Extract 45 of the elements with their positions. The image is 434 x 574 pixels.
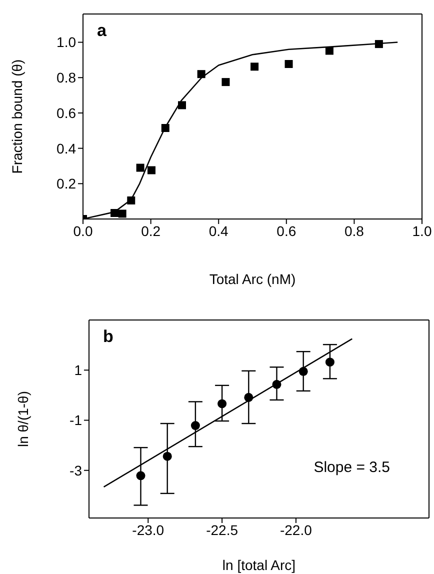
x-tick-label: -22.5 xyxy=(206,522,238,538)
point xyxy=(272,380,282,389)
point xyxy=(244,392,254,402)
point xyxy=(325,46,334,55)
y-axis-title: Fraction bound (θ) xyxy=(8,59,25,174)
x-tick-label: 0.2 xyxy=(141,222,161,239)
x-tick-label: 1.0 xyxy=(412,222,432,239)
x-axis-title: ln [total Arc] xyxy=(222,557,296,573)
point xyxy=(374,40,383,48)
annotation: a xyxy=(97,21,106,41)
x-tick-label: -23.0 xyxy=(132,522,164,538)
x-tick-label: 0.4 xyxy=(208,222,229,239)
y-tick-label: 0.8 xyxy=(56,70,76,86)
x-tick-label: -22.0 xyxy=(280,522,312,538)
y-tick-label: 0.2 xyxy=(56,176,76,192)
point xyxy=(110,208,119,217)
y-tick-label: 1 xyxy=(74,362,82,378)
y-tick-label: 0.4 xyxy=(56,140,76,156)
point xyxy=(197,70,206,78)
x-tick-label: 0.8 xyxy=(344,222,364,239)
y-tick-label: -1 xyxy=(70,412,82,428)
annotation: b xyxy=(103,327,114,347)
point xyxy=(222,78,230,86)
point xyxy=(118,210,126,218)
point xyxy=(190,421,200,430)
y-tick-label: -3 xyxy=(70,462,82,478)
point xyxy=(136,164,144,172)
x-tick-label: 0.6 xyxy=(276,222,296,239)
y-axis-title: ln θ/(1-θ) xyxy=(14,390,31,448)
x-tick-label: 0.0 xyxy=(73,222,93,239)
y-tick-label: 0.6 xyxy=(56,104,76,121)
point xyxy=(147,166,156,174)
point xyxy=(325,358,334,367)
point xyxy=(162,452,172,461)
point xyxy=(284,60,293,68)
annotation: Slope = 3.5 xyxy=(314,459,390,476)
y-tick-label: 1.0 xyxy=(56,34,76,50)
point xyxy=(250,62,259,71)
point xyxy=(218,399,227,408)
point xyxy=(127,196,136,204)
point xyxy=(298,366,308,376)
point xyxy=(161,124,170,132)
point xyxy=(136,471,146,480)
x-axis-title: Total Arc (nM) xyxy=(209,271,296,287)
point xyxy=(178,101,186,110)
